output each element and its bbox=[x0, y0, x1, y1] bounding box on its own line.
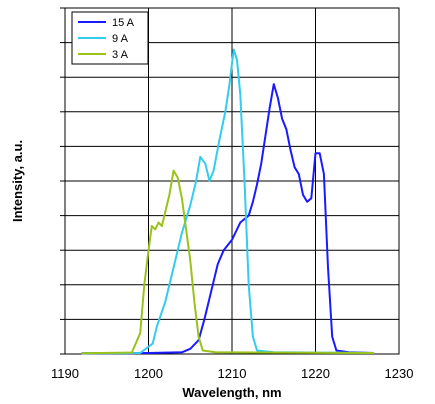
x-axis-title: Wavelength, nm bbox=[182, 385, 281, 400]
x-axis-tick-labels: 1190 1200 1210 1220 1230 bbox=[51, 366, 413, 381]
y-axis-title: Intensity, a.u. bbox=[10, 140, 25, 222]
series-line bbox=[81, 169, 374, 355]
series-line bbox=[81, 48, 374, 355]
y-axis-ticks bbox=[60, 7, 65, 355]
x-tick-label: 1190 bbox=[51, 366, 79, 381]
legend: 15 A 9 A 3 A bbox=[71, 11, 149, 65]
legend-label: 15 A bbox=[112, 17, 135, 29]
x-tick-label: 1200 bbox=[134, 366, 163, 381]
data-series bbox=[81, 48, 374, 355]
x-tick-label: 1230 bbox=[385, 366, 414, 381]
legend-label: 3 A bbox=[112, 49, 129, 61]
plot-area bbox=[60, 7, 400, 355]
x-tick-label: 1220 bbox=[301, 366, 330, 381]
x-tick-label: 1210 bbox=[218, 366, 247, 381]
series-line bbox=[81, 83, 374, 355]
legend-label: 9 A bbox=[112, 33, 129, 45]
